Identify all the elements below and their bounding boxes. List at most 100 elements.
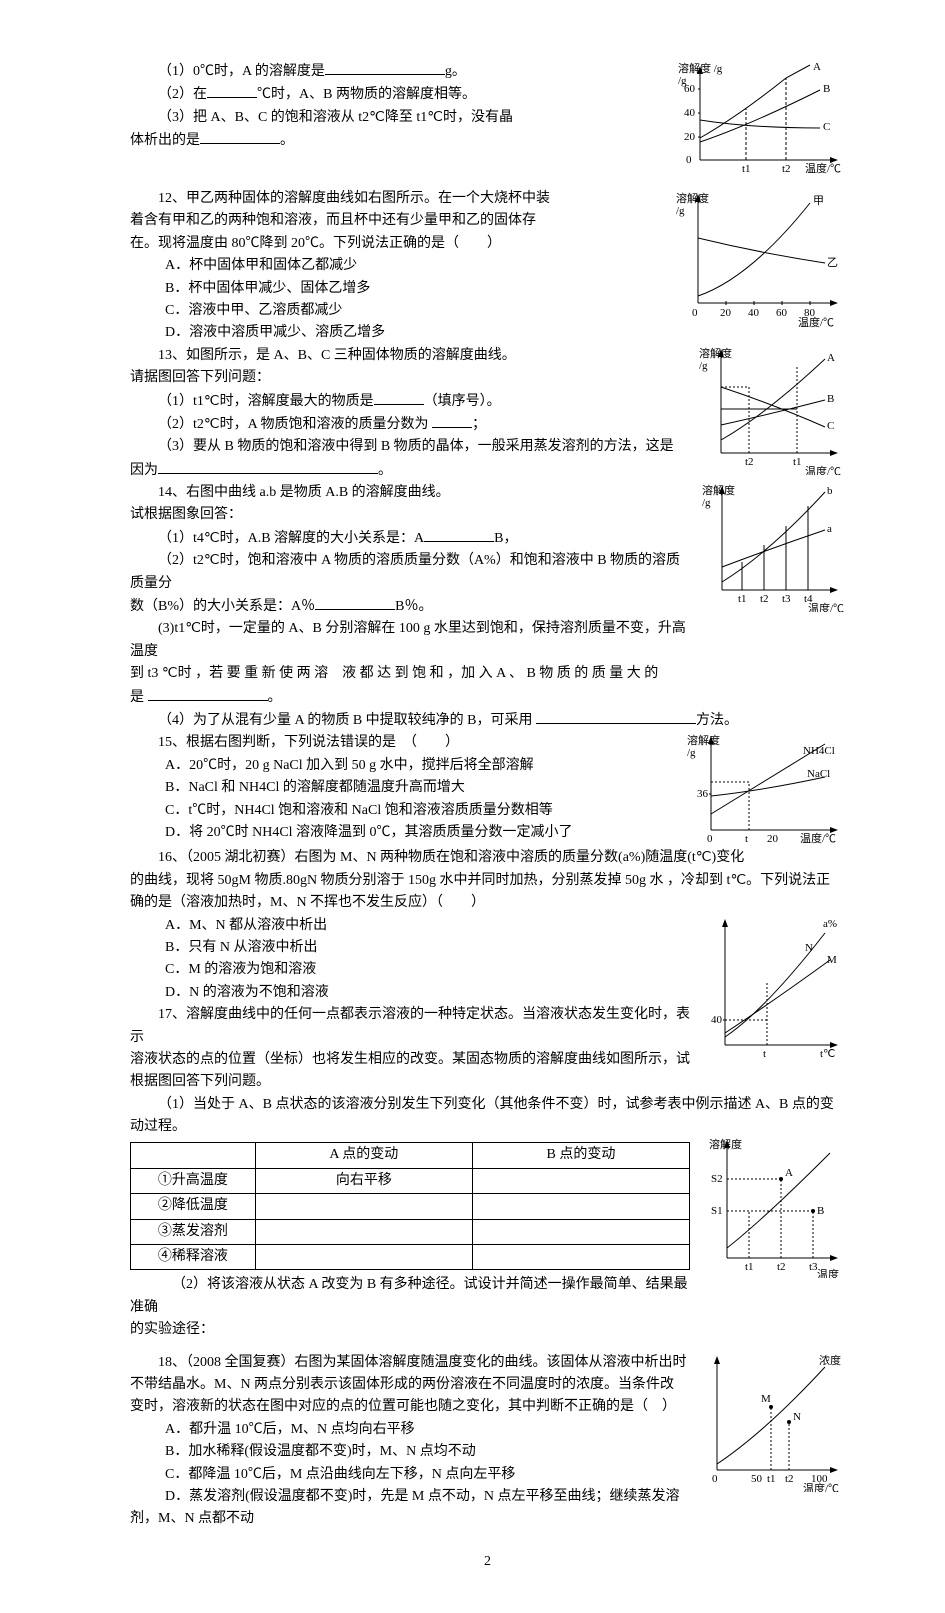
- svg-text:t: t: [745, 833, 748, 845]
- q18-chart: 浓度 0 50 t1 t2 100 温度/℃ M N: [695, 1352, 845, 1492]
- th-blank: [131, 1143, 256, 1168]
- svg-text:S1: S1: [711, 1205, 723, 1217]
- svg-text:/g: /g: [702, 497, 711, 509]
- q15-C: C．t℃时，NH4Cl 饱和溶液和 NaCl 饱和溶液溶质质量分数相等: [130, 800, 679, 822]
- q16-C: C．M 的溶液为饱和溶液: [130, 959, 699, 981]
- q11-chart: 溶解度 /g /g 0 20 40 60 t1 t2 温度/℃: [670, 60, 845, 180]
- q14-text: 14、右图中曲线 a.b 是物质 A.B 的溶解度曲线。 试根据图象回答： （1…: [130, 482, 694, 709]
- q14-l3b: 到 t3 ℃时 ，若 要 重 新 使 两 溶 液 都 达 到 饱 和 ，加 入 …: [130, 663, 694, 685]
- r1c1: ①升高温度: [131, 1168, 256, 1193]
- q12-B: B．杯中固体甲减少、固体乙增多: [130, 278, 664, 300]
- q12-A: A．杯中固体甲和固体乙都减少: [130, 255, 664, 277]
- q15-B: B．NaCl 和 NH4Cl 的溶解度都随温度升高而增大: [130, 777, 679, 799]
- q12-s1: 12、甲乙两种固体的溶解度曲线如右图所示。在一个大烧杯中装: [130, 188, 664, 210]
- q11-l2a: （2）在: [158, 87, 207, 102]
- svg-text:t1: t1: [742, 163, 751, 175]
- table-row: A 点的变动 B 点的变动: [131, 1143, 690, 1168]
- q14-l2b: 数（B%）的大小关系是：A％B％。: [130, 595, 694, 618]
- svg-text:60: 60: [776, 307, 788, 319]
- svg-text:60: 60: [684, 83, 696, 95]
- svg-text:溶解度: 溶解度: [676, 191, 709, 205]
- svg-text:b: b: [827, 485, 833, 497]
- q16-s3: 确的是（溶液加热时，M、N 不挥也不发生反应）（ ）: [130, 892, 845, 914]
- svg-text:0: 0: [712, 1473, 718, 1485]
- svg-text:t1: t1: [738, 593, 747, 605]
- svg-text:乙: 乙: [827, 256, 838, 269]
- q15-A: A．20℃时，20 g NaCl 加入到 50 g 水中，搅拌后将全部溶解: [130, 755, 679, 777]
- q17-p2b: 的实验途径：: [130, 1319, 699, 1341]
- q12-text: 12、甲乙两种固体的溶解度曲线如右图所示。在一个大烧杯中装 着含有甲和乙的两种饱…: [130, 188, 664, 345]
- q11-l2: （2）在℃时，A、B 两物质的溶解度相等。: [130, 83, 664, 106]
- svg-text:溶解度: 溶解度: [702, 483, 735, 497]
- q18-s3: 变时，溶液新的状态在图中对应的点的位置可能也随之变化，其中判断不正确的是（ ）: [130, 1396, 689, 1418]
- svg-text:t2: t2: [785, 1473, 794, 1485]
- svg-text:t1: t1: [767, 1473, 776, 1485]
- q12-D: D．溶液中溶质甲减少、溶质乙增多: [130, 322, 664, 344]
- svg-text:B: B: [823, 83, 830, 95]
- q13-blank2: [432, 413, 472, 428]
- q17-s2: 溶液状态的点的位置（坐标）也将发生相应的改变。某固态物质的溶解度曲线如图所示，试: [130, 1049, 699, 1071]
- svg-text:A: A: [813, 61, 821, 73]
- q13-block: 13、如图所示，是 A、B、C 三种固体物质的溶解度曲线。 请据图回答下列问题：…: [130, 345, 845, 482]
- q15-block: 15、根据右图判断，下列说法错误的是 （ ） A．20℃时，20 g NaCl …: [130, 732, 845, 847]
- svg-text:t℃: t℃: [820, 1048, 835, 1060]
- q14-l1: （1）t4℃时，A.B 溶解度的大小关系是：AB，: [130, 527, 694, 550]
- q15-stem: 15、根据右图判断，下列说法错误的是 （ ）: [130, 732, 679, 754]
- svg-text:/g: /g: [699, 360, 708, 372]
- th-B: B 点的变动: [472, 1143, 689, 1168]
- svg-text:S2: S2: [711, 1173, 723, 1185]
- svg-text:温度: 温度: [817, 1267, 839, 1278]
- svg-text:C: C: [823, 121, 830, 133]
- svg-text:40: 40: [684, 107, 696, 119]
- q11-blank3: [200, 129, 280, 144]
- th-A: A 点的变动: [255, 1143, 472, 1168]
- q16-s1: 16、（2005 湖北初赛）右图为 M、N 两种物质在饱和溶液中溶质的质量分数(…: [130, 847, 845, 869]
- q15-chart: 溶解度 /g 36 0 t 20 温度/℃ NH4Cl NaCl: [685, 732, 845, 847]
- svg-text:A: A: [785, 1167, 793, 1179]
- svg-text:C: C: [827, 420, 834, 432]
- q12-block: 12、甲乙两种固体的溶解度曲线如右图所示。在一个大烧杯中装 着含有甲和乙的两种饱…: [130, 188, 845, 345]
- svg-text:溶解度: 溶解度: [687, 733, 720, 747]
- q14-blank1: [424, 527, 494, 542]
- q11-blank1: [325, 60, 445, 75]
- table-row: ③蒸发溶剂: [131, 1219, 690, 1244]
- q11-l3suf: 。: [280, 133, 294, 148]
- svg-text:温度/℃: 温度/℃: [800, 831, 836, 845]
- q16-chart: a% 40 t t℃ N M: [705, 915, 845, 1065]
- q14-block: 14、右图中曲线 a.b 是物质 A.B 的溶解度曲线。 试根据图象回答： （1…: [130, 482, 845, 709]
- q14-l3a: (3)t1℃时，一定量的 A、B 分别溶解在 100 g 水里达到饱和，保持溶剂…: [130, 618, 694, 663]
- table-row: ②降低温度: [131, 1194, 690, 1219]
- q17-table: A 点的变动 B 点的变动 ①升高温度 向右平移 ②降低温度 ③蒸发溶剂 ④稀释…: [130, 1142, 690, 1270]
- r2c1: ②降低温度: [131, 1194, 256, 1219]
- svg-text:t2: t2: [745, 456, 754, 468]
- svg-text:温度/℃: 温度/℃: [803, 1481, 839, 1492]
- q18-C: C．都降温 10℃后，M 点沿曲线向左下移，N 点向左平移: [130, 1464, 689, 1486]
- q14-blank2: [315, 595, 395, 610]
- svg-text:A: A: [827, 352, 835, 364]
- q13-l3: （3）要从 B 物质的饱和溶液中得到 B 物质的晶体，一般采用蒸发溶剂的方法，这…: [130, 436, 689, 458]
- svg-text:t: t: [763, 1048, 766, 1060]
- svg-text:/g: /g: [676, 205, 685, 217]
- q16-B: B．只有 N 从溶液中析出: [130, 937, 699, 959]
- q13-blank3: [158, 459, 378, 474]
- svg-text:t2: t2: [760, 593, 769, 605]
- q18-s1: 18、（2008 全国复赛）右图为某固体溶解度随温度变化的曲线。该固体从溶液中析…: [130, 1352, 689, 1374]
- q14-s1: 14、右图中曲线 a.b 是物质 A.B 的溶解度曲线。: [130, 482, 694, 504]
- q11-l1: （1）0℃时，A 的溶解度是g。: [130, 60, 664, 83]
- q17-table-row: A 点的变动 B 点的变动 ①升高温度 向右平移 ②降低温度 ③蒸发溶剂 ④稀释…: [130, 1138, 845, 1341]
- svg-text:B: B: [817, 1205, 824, 1217]
- q13-s2: 请据图回答下列问题：: [130, 367, 689, 389]
- svg-text:N: N: [793, 1411, 801, 1423]
- q13-chart: 溶解度 /g t2 t1 温度/℃ A B C: [695, 345, 845, 475]
- svg-text:M: M: [827, 954, 837, 966]
- svg-text:0: 0: [707, 833, 713, 845]
- q12-chart: 溶解度 /g 0 20 40 60 80 温度/℃ 甲 乙: [670, 188, 845, 328]
- svg-text:0: 0: [692, 307, 698, 319]
- svg-text:溶解度: 溶解度: [699, 346, 732, 360]
- q11-blank2: [207, 83, 257, 98]
- q17-p1a: （1）当处于 A、B 点状态的该溶液分别发生下列变化（其他条件不变）时，试参考表…: [130, 1094, 845, 1116]
- svg-text:NaCl: NaCl: [807, 768, 830, 780]
- svg-text:20: 20: [684, 131, 696, 143]
- svg-text:M: M: [761, 1393, 771, 1405]
- svg-text:t1: t1: [793, 456, 802, 468]
